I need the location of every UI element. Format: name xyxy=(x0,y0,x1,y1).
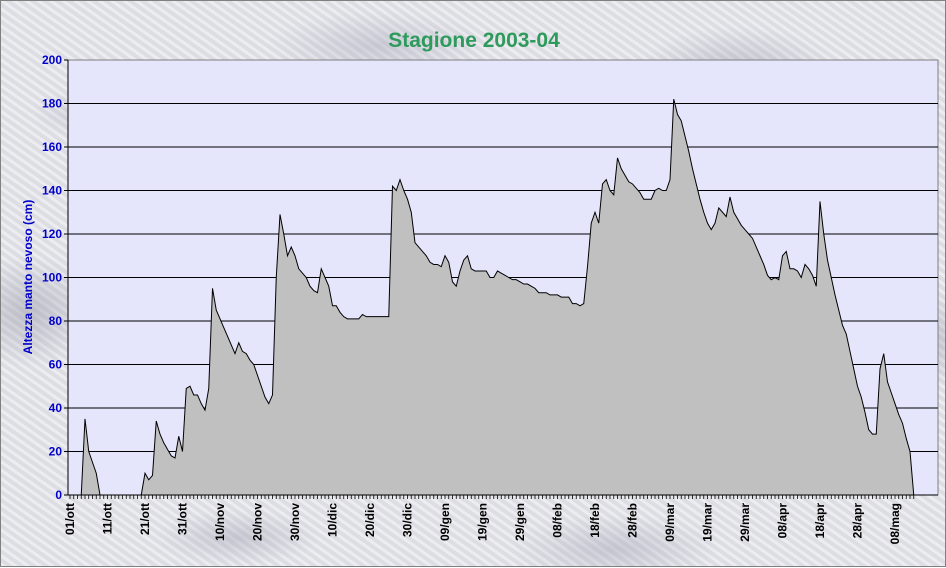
y-tick-label: 120 xyxy=(42,227,62,241)
y-tick-label: 40 xyxy=(49,401,63,415)
x-tick-label: 11/ott xyxy=(101,503,115,534)
x-tick-label: 29/mar xyxy=(738,503,752,542)
x-tick-label: 01/ott xyxy=(63,503,77,535)
x-axis: 01/ott 11/ott 21/ott 31/ott 10/nov 20/nov 30/n… xyxy=(63,495,915,544)
x-tick-label: 20/nov xyxy=(251,503,265,541)
snow-depth-line xyxy=(70,99,915,496)
y-tick-label: 200 xyxy=(42,53,62,67)
y-tick-label: 180 xyxy=(42,97,62,111)
y-tick-label: 100 xyxy=(42,271,62,285)
chart-title: Stagione 2003-04 xyxy=(388,29,560,52)
x-tick-label: 10/dic xyxy=(326,503,340,537)
x-tick-label: 18/feb xyxy=(588,503,602,538)
x-tick-label: 30/nov xyxy=(288,503,302,541)
x-tick-label: 30/dic xyxy=(401,503,415,537)
y-tick-label: 160 xyxy=(42,140,62,154)
x-tick-label: 20/dic xyxy=(363,503,377,537)
y-tick-label: 0 xyxy=(55,488,62,502)
y-axis: 0 20 40 60 80 100 120 140 160 180 200 xyxy=(42,53,938,502)
x-tick-label: 31/ott xyxy=(176,503,190,535)
x-tick-label: 19/gen xyxy=(476,503,490,541)
x-tick-label: 21/ott xyxy=(138,503,152,535)
snow-depth-area xyxy=(70,99,914,496)
x-tick-label: 08/apr xyxy=(776,503,790,539)
x-tick-label: 19/mar xyxy=(701,503,715,542)
y-tick-label: 140 xyxy=(42,184,62,198)
y-tick-label: 60 xyxy=(49,358,63,372)
x-tick-label: 09/mar xyxy=(663,503,677,542)
series-area xyxy=(70,99,915,496)
y-tick-label: 20 xyxy=(49,445,63,459)
x-tick-label: 08/feb xyxy=(551,503,565,538)
x-tick-label: 09/gen xyxy=(438,503,452,541)
x-tick-label: 18/apr xyxy=(813,503,827,539)
x-tick-label: 10/nov xyxy=(213,503,227,541)
y-tick-label: 80 xyxy=(49,314,63,328)
y-axis-label: Altezza manto nevoso (cm) xyxy=(21,200,35,355)
x-tick-label: 28/apr xyxy=(851,503,865,539)
x-tick-label: 28/feb xyxy=(626,503,640,538)
x-tick-label: 29/gen xyxy=(513,503,527,541)
x-tick-label: 08/mag xyxy=(888,503,902,544)
